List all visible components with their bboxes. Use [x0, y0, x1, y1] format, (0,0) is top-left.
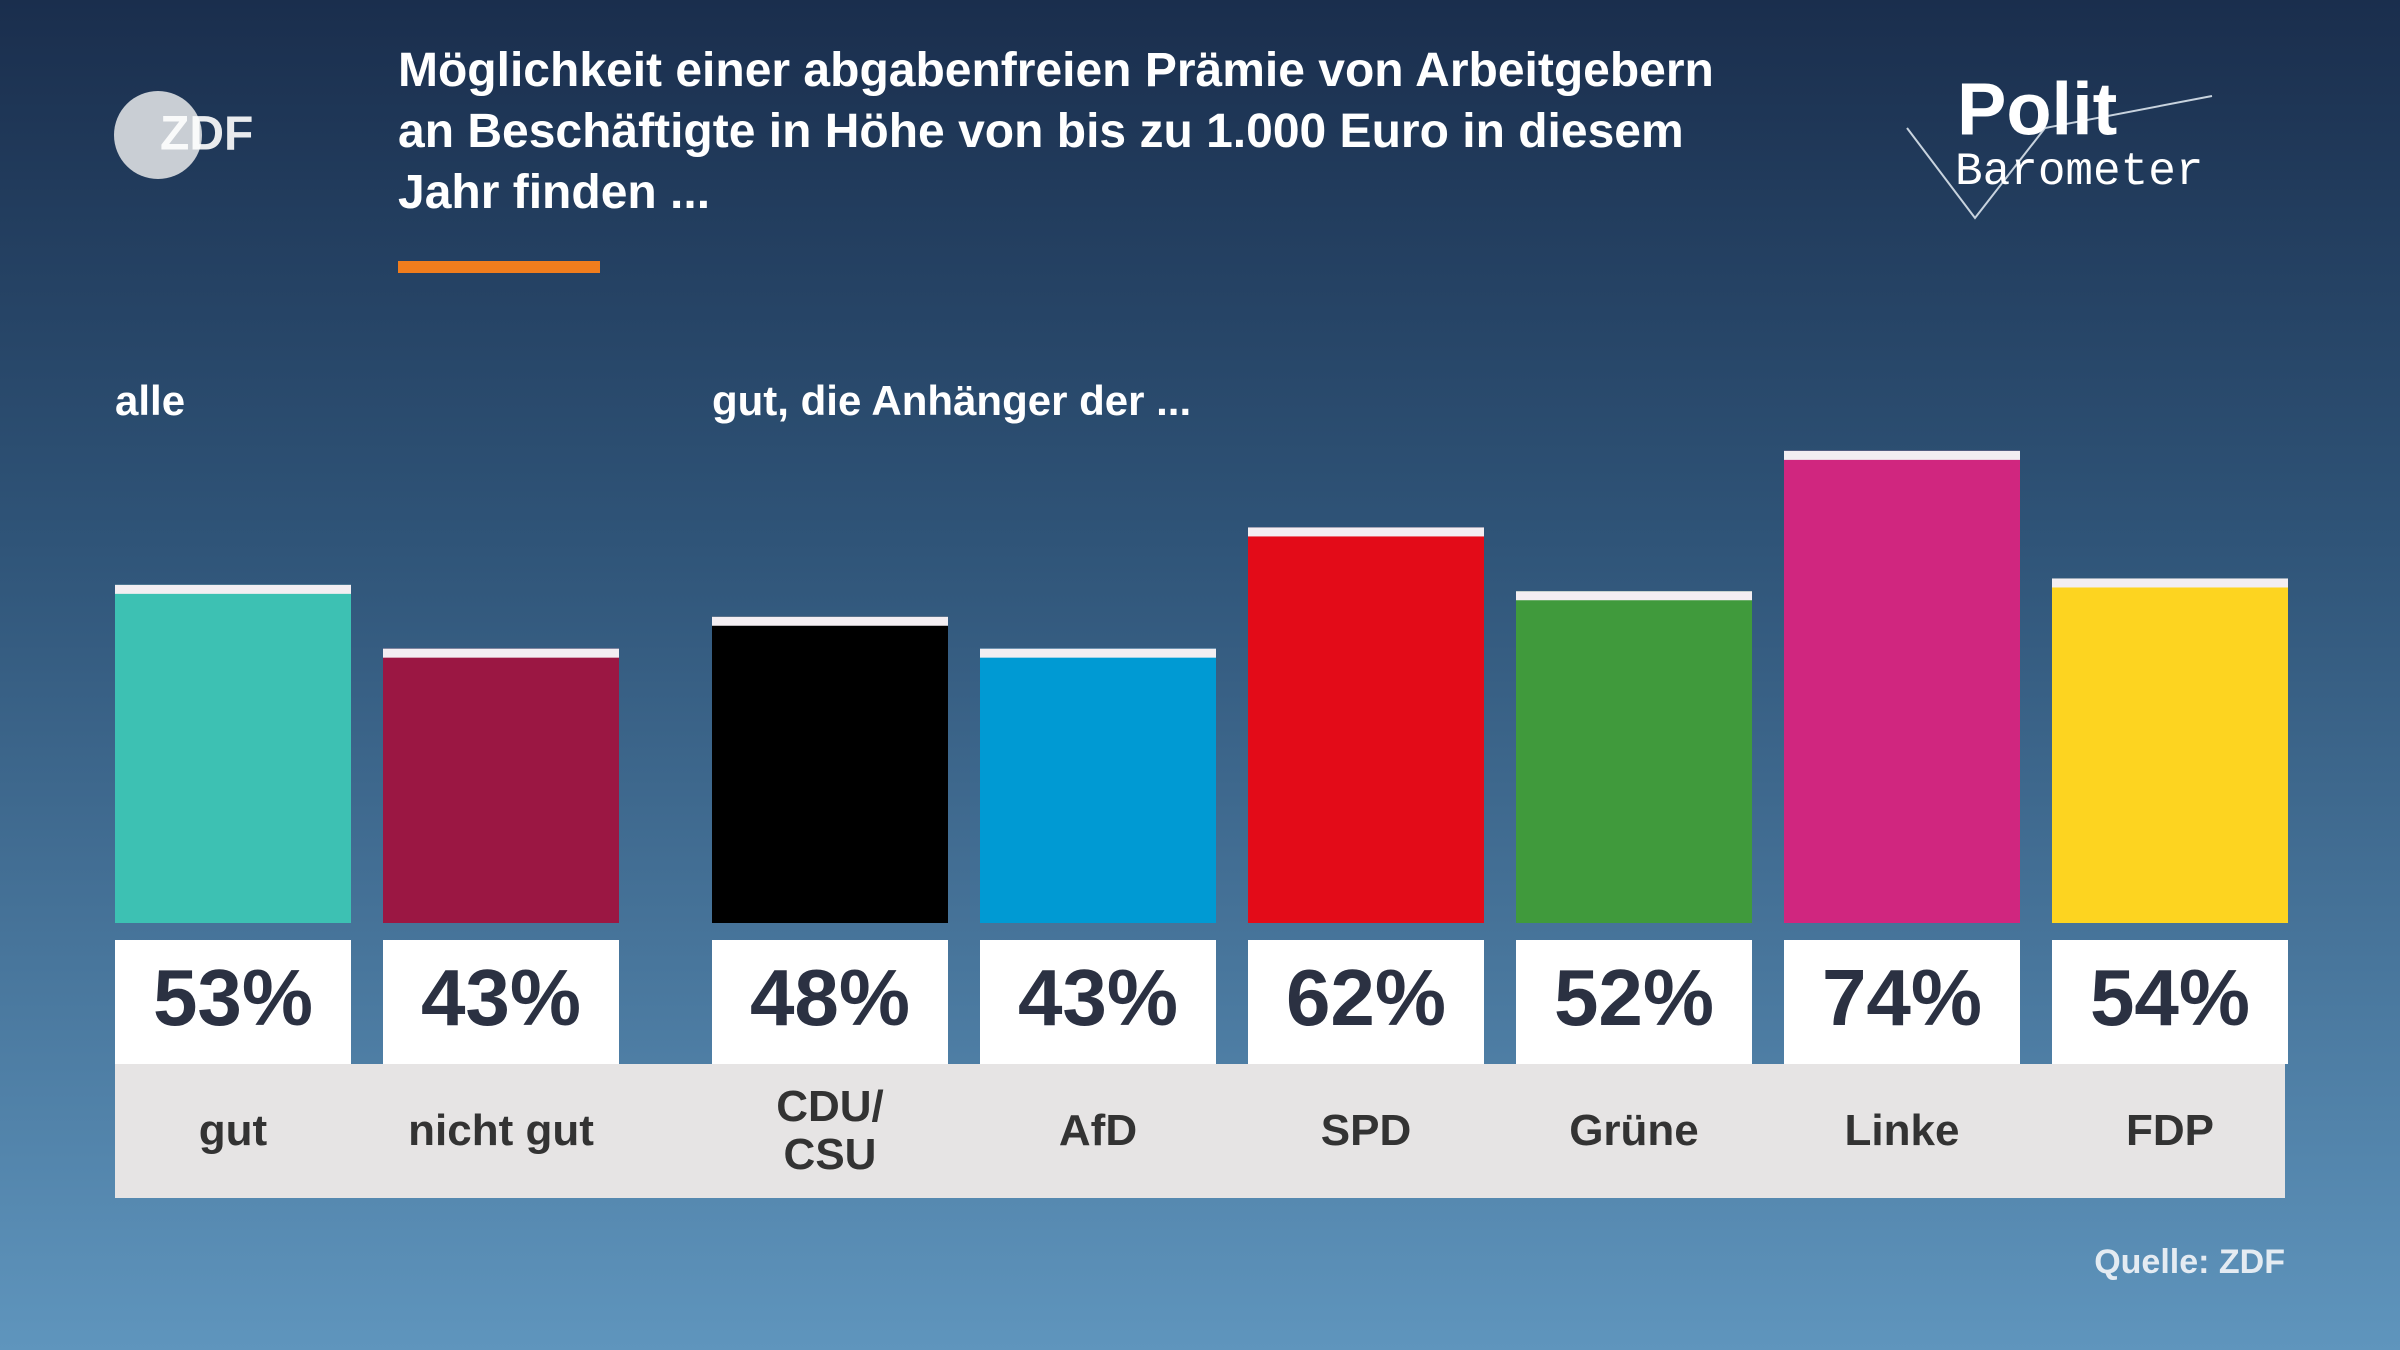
value-label: 52%	[1554, 953, 1714, 1042]
category-label: FDP	[2126, 1106, 2214, 1155]
bar	[1248, 527, 1484, 923]
category-label: nicht gut	[408, 1106, 594, 1155]
value-label: 54%	[2090, 953, 2250, 1042]
bar	[115, 584, 351, 923]
bar-cap	[1784, 450, 2020, 460]
value-box	[2052, 940, 2288, 1064]
bar	[1516, 591, 1752, 923]
bar	[2052, 578, 2288, 923]
value-box	[1516, 940, 1752, 1064]
group-label: alle	[115, 377, 185, 424]
label-band	[115, 1064, 2285, 1198]
value-box	[383, 940, 619, 1064]
category-cell: AfD	[980, 1064, 1216, 1198]
value-box	[712, 940, 948, 1064]
category-cell: Linke	[1784, 1064, 2020, 1198]
category-label: Linke	[1844, 1106, 1960, 1155]
value-box	[115, 940, 351, 1064]
category-cell: gut	[115, 1064, 351, 1198]
chart-title: Möglichkeit einer abgabenfreien Prämie v…	[398, 44, 1714, 219]
value-box	[1784, 940, 2020, 1064]
bar-cap	[115, 584, 351, 594]
bar-cap	[1516, 591, 1752, 601]
logo-circle	[114, 91, 202, 179]
value-label: 62%	[1286, 953, 1446, 1042]
category-label: CDU/ CSU	[776, 1082, 884, 1179]
value-box	[980, 940, 1216, 1064]
category-cell: nicht gut	[383, 1064, 619, 1198]
value-label: 53%	[153, 953, 313, 1042]
bar	[1784, 450, 2020, 923]
category-label: SPD	[1320, 1106, 1412, 1155]
bar-cap	[2052, 578, 2288, 588]
bar-cap	[1248, 527, 1484, 537]
bar-cap	[980, 648, 1216, 658]
value-label: 48%	[750, 953, 910, 1042]
program-top: Polit	[1957, 68, 2117, 151]
value-box	[1248, 940, 1484, 1064]
category-cell: FDP	[2052, 1064, 2288, 1198]
category-cell: SPD	[1248, 1064, 1484, 1198]
bar-cap	[383, 648, 619, 658]
bar	[712, 616, 948, 923]
program-bottom: Barometer	[1955, 146, 2203, 198]
source: Quelle: ZDF	[2094, 1243, 2285, 1281]
category-label: gut	[198, 1106, 268, 1155]
bar-cap	[712, 616, 948, 626]
category-label: AfD	[1058, 1106, 1138, 1155]
value-label: 43%	[1018, 953, 1178, 1042]
value-label: 43%	[421, 953, 581, 1042]
category-label: Grüne	[1569, 1106, 1699, 1155]
title-underline	[398, 261, 600, 273]
logo: ZDF	[160, 108, 253, 161]
bar	[383, 648, 619, 923]
group-label: gut, die Anhänger der ...	[712, 377, 1191, 424]
value-label: 74%	[1822, 953, 1982, 1042]
bar	[980, 648, 1216, 923]
category-cell: Grüne	[1516, 1064, 1752, 1198]
category-cell: CDU/ CSU	[712, 1064, 948, 1198]
check-mark	[1906, 95, 2213, 220]
